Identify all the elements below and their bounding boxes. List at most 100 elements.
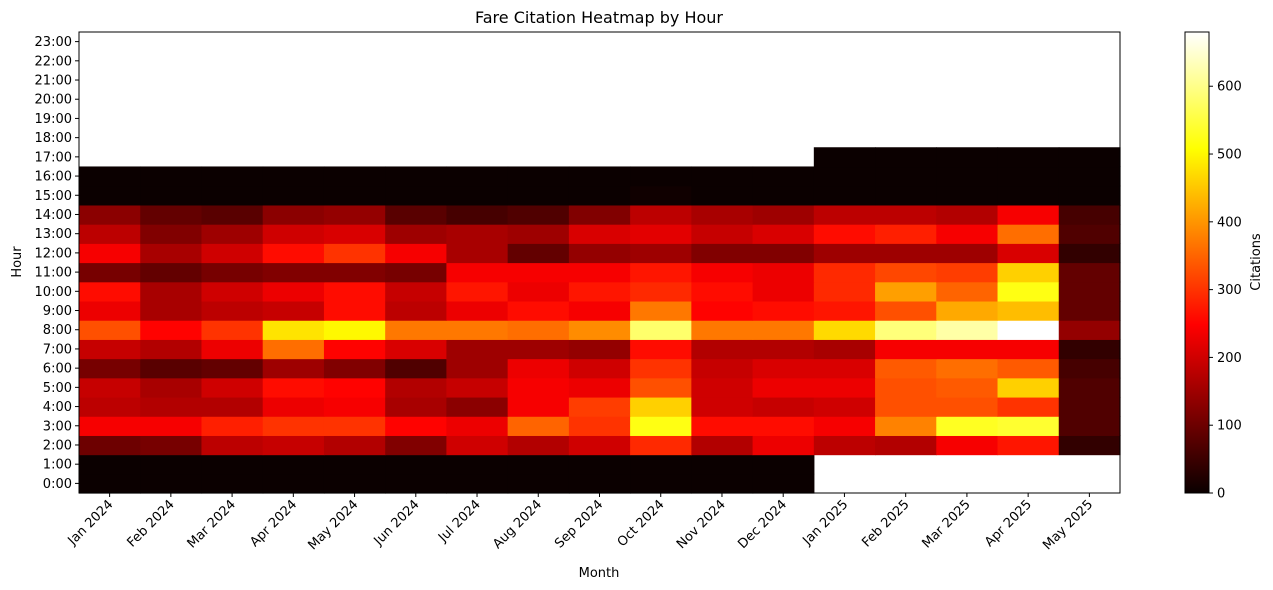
heatmap-cell: [507, 377, 570, 398]
heatmap-cell: [875, 320, 937, 340]
heatmap-cell: [507, 243, 570, 264]
heatmap-cell: [1058, 320, 1121, 340]
heatmap-cell: [323, 204, 386, 225]
heatmap-cell: [875, 300, 937, 321]
heatmap-cell: [507, 185, 570, 206]
heatmap-cell: [568, 454, 631, 475]
x-tick-label: May 2024: [305, 497, 361, 553]
heatmap-cell: [936, 166, 999, 187]
heatmap-cell: [507, 339, 570, 360]
heatmap-cell: [385, 281, 448, 302]
heatmap-cell: [875, 185, 937, 206]
heatmap-cell: [262, 339, 325, 360]
heatmap-cell: [813, 262, 876, 283]
heatmap-cell: [79, 416, 141, 436]
heatmap-cell: [875, 224, 937, 244]
heatmap-cell: [140, 454, 203, 475]
heatmap-cell: [323, 224, 386, 244]
y-tick-label: 0:00: [43, 477, 72, 492]
colorbar-tick-label: 100: [1217, 419, 1242, 434]
heatmap-cell: [262, 224, 325, 244]
heatmap-cell: [752, 204, 815, 225]
heatmap-cell: [813, 224, 876, 244]
y-tick-label: 10:00: [35, 285, 72, 300]
y-tick-label: 13:00: [35, 227, 72, 242]
heatmap-cell: [813, 204, 876, 225]
heatmap-cell: [630, 454, 692, 475]
heatmap-cell: [568, 204, 631, 225]
heatmap-cell: [201, 435, 264, 456]
heatmap-cell: [936, 320, 999, 340]
colorbar-tick-label: 500: [1217, 148, 1242, 163]
heatmap-cell: [997, 243, 1060, 264]
heatmap-cells: [79, 147, 1121, 494]
heatmap-cell: [568, 224, 631, 244]
heatmap-cell: [79, 300, 141, 321]
y-tick-label: 2:00: [43, 438, 72, 453]
heatmap-cell: [323, 300, 386, 321]
heatmap-cell: [385, 454, 448, 475]
heatmap-cell: [446, 416, 509, 436]
heatmap-cell: [140, 224, 203, 244]
x-tick-label: Mar 2025: [919, 497, 973, 551]
heatmap-cell: [262, 454, 325, 475]
heatmap-cell: [997, 224, 1060, 244]
heatmap-cell: [140, 262, 203, 283]
colorbar-tick-label: 200: [1217, 351, 1242, 366]
heatmap-cell: [385, 243, 448, 264]
heatmap-cell: [568, 358, 631, 379]
heatmap-cell: [568, 435, 631, 456]
heatmap-cell: [262, 243, 325, 264]
heatmap-cell: [385, 262, 448, 283]
heatmap-cell: [691, 396, 754, 417]
x-tick-label: Apr 2025: [982, 497, 1035, 550]
colorbar-tick-label: 0: [1217, 487, 1225, 502]
heatmap-cell: [691, 416, 754, 436]
heatmap-cell: [813, 396, 876, 417]
heatmap-cell: [201, 185, 264, 206]
heatmap-cell: [1058, 262, 1121, 283]
heatmap-cell: [630, 416, 692, 436]
heatmap-cell: [875, 281, 937, 302]
heatmap-cell: [630, 339, 692, 360]
heatmap-cell: [507, 320, 570, 340]
heatmap-cell: [446, 358, 509, 379]
heatmap-cell: [79, 473, 141, 494]
heatmap-cell: [385, 320, 448, 340]
heatmap-cell: [630, 262, 692, 283]
heatmap-cell: [201, 262, 264, 283]
heatmap-cell: [507, 262, 570, 283]
heatmap-cell: [385, 416, 448, 436]
heatmap-cell: [140, 185, 203, 206]
heatmap-cell: [1058, 166, 1121, 187]
x-tick-label: Aug 2024: [490, 497, 545, 552]
heatmap-cell: [262, 262, 325, 283]
heatmap-cell: [630, 396, 692, 417]
heatmap-cell: [201, 281, 264, 302]
heatmap-cell: [323, 435, 386, 456]
heatmap-cell: [691, 358, 754, 379]
heatmap-cell: [630, 358, 692, 379]
heatmap-cell: [813, 358, 876, 379]
heatmap-cell: [997, 377, 1060, 398]
heatmap-cell: [507, 166, 570, 187]
heatmap-cell: [446, 204, 509, 225]
heatmap-cell: [691, 204, 754, 225]
heatmap-cell: [1058, 185, 1121, 206]
heatmap-cell: [875, 416, 937, 436]
heatmap-cell: [752, 300, 815, 321]
heatmap-cell: [568, 243, 631, 264]
heatmap-cell: [875, 377, 937, 398]
heatmap-cell: [1058, 224, 1121, 244]
heatmap-cell: [79, 185, 141, 206]
heatmap-cell: [691, 320, 754, 340]
heatmap-cell: [691, 377, 754, 398]
heatmap-cell: [201, 473, 264, 494]
heatmap-cell: [691, 262, 754, 283]
heatmap-cell: [446, 473, 509, 494]
heatmap-cell: [875, 204, 937, 225]
heatmap-cell: [752, 166, 815, 187]
heatmap-cell: [568, 416, 631, 436]
heatmap-cell: [813, 185, 876, 206]
heatmap-cell: [936, 358, 999, 379]
